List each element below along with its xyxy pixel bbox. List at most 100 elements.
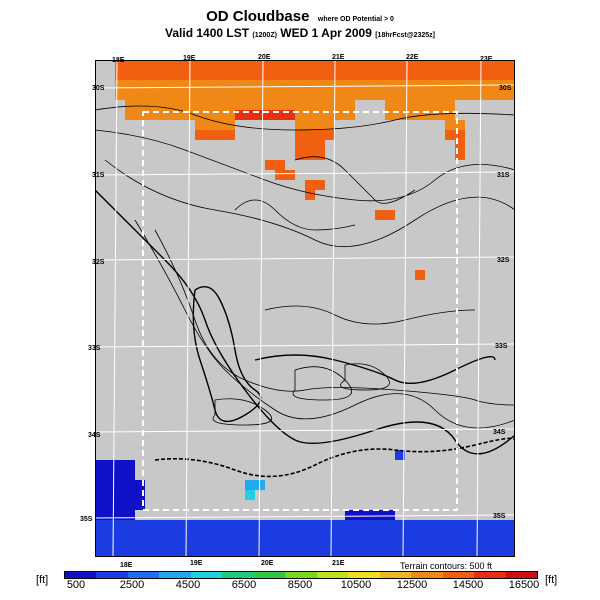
colorbar-tick-label: 10500	[340, 579, 372, 591]
cloudbase-cell	[305, 540, 315, 550]
cloudbase-cell	[135, 490, 145, 500]
cloudbase-cell	[125, 460, 135, 470]
colorbar-swatch	[442, 572, 475, 578]
cloudbase-cell	[435, 540, 445, 550]
cloudbase-cell	[105, 510, 115, 520]
cloudbase-cell	[125, 90, 135, 100]
meridian-line	[330, 60, 336, 557]
cloudbase-cell	[345, 530, 355, 540]
colorbar-swatch	[127, 572, 160, 578]
colorbar-swatch	[316, 572, 349, 578]
meridian-line	[185, 60, 191, 557]
cloudbase-cell	[445, 130, 455, 140]
cloudbase-cell	[215, 540, 225, 550]
cloudbase-cell	[315, 110, 325, 120]
cloudbase-cell	[195, 520, 205, 530]
parallel-line	[95, 343, 515, 348]
cloudbase-cell	[115, 460, 125, 470]
cloudbase-cell	[325, 110, 335, 120]
cloudbase-cell	[315, 90, 325, 100]
cloudbase-cell	[265, 540, 275, 550]
cloudbase-cell	[415, 80, 425, 90]
colorbar-tick-label: 500	[66, 579, 86, 591]
cloudbase-cell	[465, 540, 475, 550]
cloudbase-cell	[365, 80, 375, 90]
cloudbase-cell	[365, 510, 375, 520]
cloudbase-cell	[435, 80, 445, 90]
lon-label-bottom: 21E	[332, 560, 345, 567]
colorbar-swatch	[411, 572, 443, 578]
cloudbase-cell	[435, 520, 445, 530]
cloudbase-cell	[265, 520, 275, 530]
cloudbase-cell	[385, 510, 395, 520]
cloudbase-cell	[105, 540, 115, 550]
lon-label-top: 21E	[332, 54, 345, 61]
cloudbase-cell	[415, 110, 425, 120]
cloudbase-cell	[375, 210, 385, 220]
cloudbase-cell	[385, 520, 395, 530]
cloudbase-cell	[465, 550, 475, 557]
cloudbase-cell	[125, 470, 135, 480]
cloudbase-cell	[505, 90, 515, 100]
cloudbase-cell	[315, 520, 325, 530]
cloudbase-cell	[495, 530, 505, 540]
cloudbase-cell	[415, 540, 425, 550]
cloudbase-cell	[455, 130, 465, 140]
cloudbase-cell	[495, 520, 505, 530]
cloudbase-cell	[175, 60, 185, 70]
cloudbase-cell	[325, 520, 335, 530]
domain-boundary	[142, 111, 458, 511]
cloudbase-cell	[445, 100, 455, 110]
cloudbase-cell	[485, 60, 495, 70]
cloudbase-cell	[315, 140, 325, 150]
lat-label-right: 35S	[493, 513, 506, 520]
cloudbase-cell	[455, 150, 465, 160]
cloudbase-cell	[485, 90, 495, 100]
cloudbase-cell	[325, 540, 335, 550]
cloudbase-cell	[105, 460, 115, 470]
cloudbase-cell	[165, 520, 175, 530]
cloudbase-cell	[115, 510, 125, 520]
cloudbase-cell	[265, 110, 275, 120]
cloudbase-cell	[405, 540, 415, 550]
cloudbase-cell	[145, 90, 155, 100]
cloudbase-cell	[275, 540, 285, 550]
cloudbase-cell	[165, 90, 175, 100]
cloudbase-cell	[395, 80, 405, 90]
cloudbase-cell	[475, 60, 485, 70]
cloudbase-cell	[125, 70, 135, 80]
cloudbase-cell	[255, 100, 265, 110]
cloudbase-cell	[135, 100, 145, 110]
cloudbase-cell	[285, 170, 295, 180]
cloudbase-cell	[365, 520, 375, 530]
cloudbase-cell	[95, 510, 105, 520]
cloudbase-cell	[415, 520, 425, 530]
cloudbase-cell	[285, 530, 295, 540]
colorbar-tick-label: 16500	[508, 579, 540, 591]
cloudbase-cells	[95, 60, 515, 557]
cloudbase-cell	[215, 530, 225, 540]
cloudbase-cell	[425, 530, 435, 540]
cloudbase-cell	[115, 60, 125, 70]
cloudbase-cell	[295, 90, 305, 100]
cloudbase-cell	[135, 540, 145, 550]
cloudbase-cell	[225, 130, 235, 140]
cloudbase-cell	[225, 550, 235, 557]
cloudbase-map	[95, 60, 515, 557]
cloudbase-cell	[165, 530, 175, 540]
cloudbase-cell	[155, 100, 165, 110]
parallel-line	[95, 428, 515, 433]
cloudbase-cell	[505, 60, 515, 70]
cloudbase-cell	[235, 100, 245, 110]
cloudbase-cell	[305, 120, 315, 130]
cloudbase-cell	[225, 530, 235, 540]
cloudbase-cell	[355, 70, 365, 80]
colorbar-swatch	[190, 572, 223, 578]
cloudbase-cell	[335, 110, 345, 120]
cloudbase-cell	[155, 110, 165, 120]
cloudbase-cell	[425, 90, 435, 100]
cloudbase-cell	[385, 60, 395, 70]
cloudbase-cell	[365, 70, 375, 80]
colorbar-swatch	[348, 572, 380, 578]
cloudbase-cell	[315, 80, 325, 90]
